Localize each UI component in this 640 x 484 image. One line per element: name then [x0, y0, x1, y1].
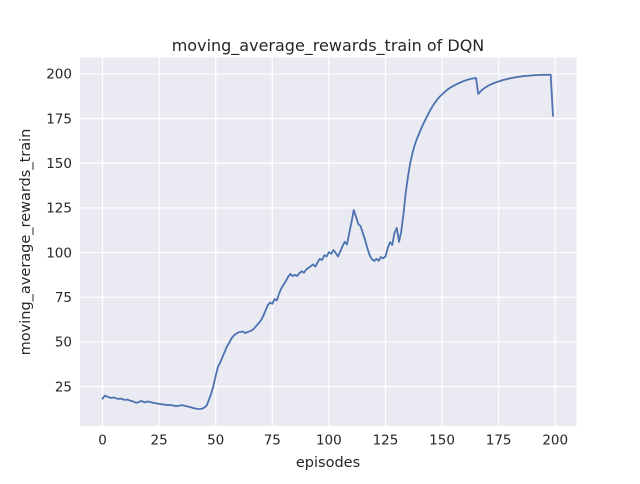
x-tick-label: 25 [151, 433, 168, 449]
x-tick-label: 150 [429, 433, 455, 449]
y-tick-label: 100 [46, 245, 72, 261]
x-tick-label: 100 [316, 433, 342, 449]
x-tick-label: 0 [98, 433, 107, 449]
y-tick-label: 50 [55, 335, 72, 351]
axis-ticks: 0 25 50 75 100 125 150 175 200 25 50 75 100 125 150 175… [46, 67, 568, 449]
x-tick-label: 125 [373, 433, 399, 449]
plot-area [80, 57, 577, 426]
x-tick-label: 75 [264, 433, 281, 449]
y-tick-label: 75 [55, 290, 72, 306]
y-axis-label: moving_average_rewards_train [18, 129, 34, 356]
x-tick-label: 50 [207, 433, 224, 449]
y-tick-label: 200 [46, 67, 72, 83]
x-tick-label: 175 [486, 433, 512, 449]
x-axis-label: episodes [296, 455, 360, 471]
y-tick-label: 125 [46, 201, 72, 217]
x-tick-label: 200 [542, 433, 568, 449]
reward-series-line [101, 73, 554, 410]
plot-background [80, 57, 577, 426]
y-tick-label: 25 [55, 379, 72, 395]
chart-title: moving_average_rewards_train of DQN [172, 36, 485, 56]
y-tick-label: 175 [46, 111, 72, 127]
y-tick-label: 150 [46, 156, 72, 172]
